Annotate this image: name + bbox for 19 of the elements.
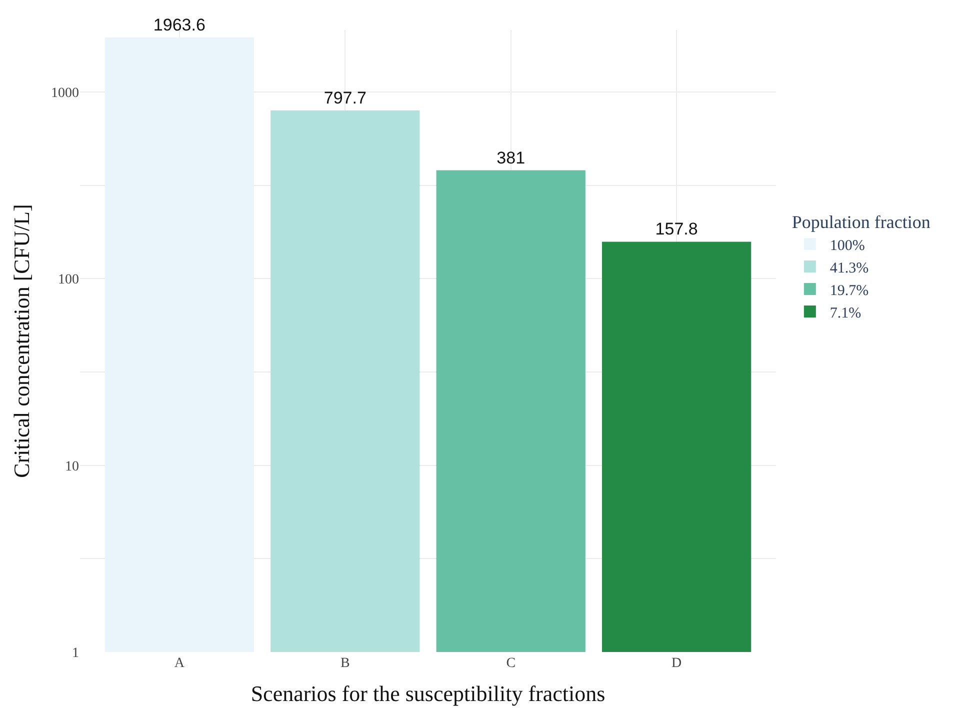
legend-label: 19.7% — [830, 282, 869, 299]
x-axis-title: Scenarios for the susceptibility fractions — [250, 680, 606, 706]
x-tick-label: B — [340, 656, 350, 671]
x-tick-label: A — [174, 656, 186, 671]
data-label: 157.8 — [655, 220, 698, 239]
y-tick-label: 1 — [72, 646, 79, 661]
legend-label: 7.1% — [830, 305, 862, 322]
y-tick-label: 100 — [58, 272, 79, 288]
data-label: 381 — [496, 148, 526, 168]
data-label: 1963.6 — [153, 15, 206, 34]
legend-label: 41.3% — [830, 260, 869, 276]
x-tick-label: C — [506, 656, 516, 671]
legend-title: Population fraction — [792, 212, 930, 232]
y-tick-label: 1000 — [51, 86, 79, 101]
data-label: 797.7 — [324, 88, 366, 108]
y-axis-title: Critical concentration [CFU/L] — [8, 204, 34, 478]
y-tick-label: 10 — [65, 459, 79, 474]
x-tick-label: D — [672, 656, 682, 671]
legend-label: 100% — [830, 238, 865, 254]
